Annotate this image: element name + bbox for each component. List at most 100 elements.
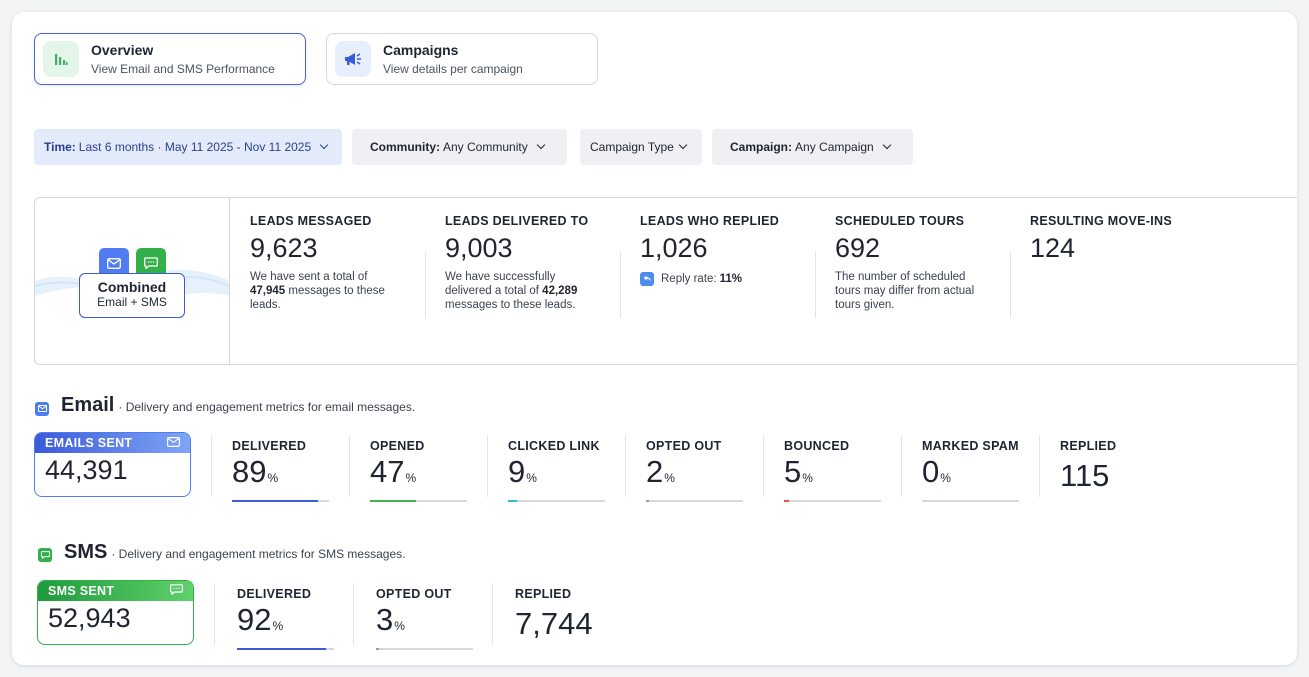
summary-card: Combined Email + SMS LEADS MESSAGED 9,62… (34, 197, 1297, 365)
email-icon (167, 436, 181, 450)
progress-bar-fill (237, 648, 327, 650)
leads-replied-value: 1,026 (640, 233, 708, 263)
scheduled-tours-label: SCHEDULED TOURS (835, 214, 965, 228)
progress-bar (237, 648, 334, 650)
email-section-title: Email (61, 394, 115, 416)
community-filter[interactable]: Community: Any Community (352, 129, 567, 165)
stat-number: 2 (646, 454, 664, 489)
percent-sign: % (272, 619, 284, 633)
stat-number: 89 (232, 454, 267, 489)
stat-divider (763, 435, 764, 497)
percent-sign: % (802, 471, 813, 485)
campaign-filter-label: Campaign: (730, 140, 793, 154)
stat-divider (353, 583, 354, 645)
progress-bar-fill (646, 500, 649, 502)
emails-sent-label: EMAILS SENT (45, 436, 133, 450)
campaign-filter[interactable]: Campaign: Any Campaign (712, 129, 913, 165)
sms-icon (170, 584, 183, 598)
leads-delivered-label: LEADS DELIVERED TO (445, 214, 589, 228)
sms-stat-delivered: DELIVERED 92% (237, 587, 334, 650)
combined-title: Combined (97, 279, 167, 295)
leads-replied-label: LEADS WHO REPLIED (640, 214, 780, 228)
move-ins-metric: RESULTING MOVE-INS 124 (1030, 198, 1172, 364)
sms-section-title: SMS (64, 541, 108, 563)
leads-messaged-value: 9,623 (250, 233, 318, 263)
tab-overview-title: Overview (91, 41, 154, 58)
percent-sign: % (394, 619, 405, 633)
stat-number: 9 (508, 454, 526, 489)
bar-chart-icon (43, 41, 79, 77)
sms-section-header: SMS · Delivery and engagement metrics fo… (38, 541, 405, 564)
stat-value: 89% (232, 455, 329, 495)
chevron-down-icon (882, 140, 891, 150)
emails-sent-card: EMAILS SENT 44,391 (34, 432, 191, 497)
sms-stat-opted-out: OPTED OUT 3% (376, 587, 473, 650)
stat-value: 115 (1060, 459, 1116, 493)
tab-campaigns-title: Campaigns (383, 41, 459, 58)
stat-label: REPLIED (515, 587, 572, 601)
email-stat-bounced: BOUNCED 5% (784, 439, 881, 502)
tab-overview-subtitle: View Email and SMS Performance (91, 61, 275, 76)
email-stat-clicked-link: CLICKED LINK 9% (508, 439, 605, 502)
stat-label: BOUNCED (784, 439, 850, 453)
stat-label: DELIVERED (237, 587, 312, 601)
leads-delivered-desc: We have successfully delivered a total o… (445, 271, 578, 311)
scheduled-tours-value: 692 (835, 233, 881, 263)
sms-sent-value: 52,943 (48, 603, 131, 633)
stat-label: DELIVERED (232, 439, 307, 453)
stat-value: 3% (376, 603, 473, 643)
progress-bar-fill (232, 500, 319, 502)
sms-sent-card: SMS SENT 52,943 (37, 580, 194, 645)
leads-delivered-metric: LEADS DELIVERED TO 9,003 We have success… (445, 198, 595, 364)
stat-divider (901, 435, 902, 497)
sms-stat-replied: REPLIED 7,744 (515, 587, 593, 641)
stat-label: OPTED OUT (376, 587, 452, 601)
sms-icon (38, 548, 52, 562)
stat-divider (214, 583, 215, 645)
progress-bar (508, 500, 605, 502)
chevron-down-icon (678, 140, 688, 150)
stat-number: 47 (370, 454, 405, 489)
percent-sign: % (664, 471, 675, 485)
megaphone-icon (335, 41, 371, 77)
tab-campaigns[interactable]: Campaigns View details per campaign (326, 33, 598, 85)
progress-bar-fill (784, 500, 789, 502)
reply-rate: Reply rate: 11% (640, 272, 790, 286)
campaign-type-filter[interactable]: Campaign Type (580, 129, 702, 165)
emails-sent-value: 44,391 (45, 455, 128, 485)
stat-number: 5 (784, 454, 802, 489)
stat-number: 92 (237, 602, 272, 637)
move-ins-label: RESULTING MOVE-INS (1030, 214, 1172, 228)
email-icon (35, 401, 49, 416)
progress-bar (646, 500, 743, 502)
stat-label: CLICKED LINK (508, 439, 600, 453)
stat-divider (492, 583, 493, 645)
progress-bar-fill (376, 648, 379, 650)
stat-number: 0 (922, 454, 940, 489)
stat-divider (349, 435, 350, 497)
time-filter-label: Time: (44, 140, 76, 154)
tab-overview[interactable]: Overview View Email and SMS Performance (34, 33, 306, 85)
stat-value: 5% (784, 455, 881, 495)
percent-sign: % (405, 471, 417, 485)
email-stat-marked-spam: MARKED SPAM 0% (922, 439, 1019, 502)
progress-bar (376, 648, 473, 650)
scheduled-tours-desc: The number of scheduled tours may differ… (835, 271, 975, 311)
stat-number: 115 (1060, 458, 1110, 493)
progress-bar (922, 500, 1019, 502)
combined-subtitle: Email + SMS (97, 295, 167, 309)
reply-rate-label: Reply rate: (661, 273, 717, 285)
reply-icon (640, 272, 654, 286)
dashboard-frame: Overview View Email and SMS Performance … (12, 12, 1297, 665)
email-section-header: Email · Delivery and engagement metrics … (35, 394, 415, 417)
stat-label: REPLIED (1060, 439, 1117, 453)
stat-divider (211, 435, 212, 497)
sms-sent-label: SMS SENT (48, 584, 115, 598)
email-section-desc: · Delivery and engagement metrics for em… (118, 400, 416, 414)
progress-bar (784, 500, 881, 502)
stat-number: 3 (376, 602, 394, 637)
progress-bar-fill (508, 500, 517, 502)
combined-badge: Combined Email + SMS (79, 273, 185, 318)
time-filter[interactable]: Time: Last 6 months · May 11 2025 - Nov … (34, 129, 342, 165)
chevron-down-icon (319, 140, 329, 150)
